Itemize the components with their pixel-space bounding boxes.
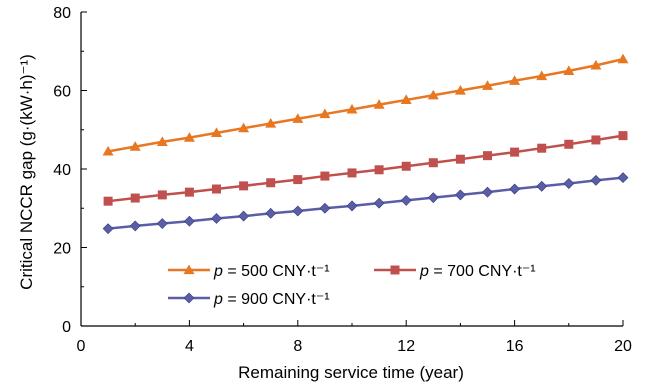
legend-label: p = 700 CNY·t⁻¹ (419, 263, 536, 280)
data-point (102, 223, 114, 235)
data-point (157, 190, 167, 200)
legend-label: p = 500 CNY·t⁻¹ (213, 263, 330, 280)
data-point (401, 161, 411, 171)
data-point (454, 189, 466, 201)
series-2 (103, 131, 628, 206)
data-point (427, 192, 439, 204)
data-point (428, 158, 438, 168)
data-point (455, 154, 465, 164)
data-point (129, 141, 141, 151)
y-tick-label: 80 (53, 5, 71, 22)
data-point (292, 113, 304, 123)
legend-swatch-marker (390, 265, 400, 275)
x-tick-label: 8 (293, 338, 302, 355)
y-axis-title: Critical NCCR gap (g·(kW·h)⁻¹) (17, 54, 36, 290)
data-point (483, 151, 492, 161)
legend-item-1: p = 500 CNY·t⁻¹ (168, 263, 330, 280)
data-point (265, 207, 277, 219)
data-point (427, 89, 439, 100)
y-tick-label: 20 (53, 241, 71, 258)
data-point (537, 143, 547, 153)
data-point (292, 205, 304, 217)
series-line (107, 57, 624, 153)
data-point (183, 132, 195, 142)
data-point (482, 80, 493, 90)
data-point (212, 184, 221, 194)
data-point (454, 85, 466, 95)
data-point (536, 180, 548, 192)
x-tick-label: 4 (185, 338, 194, 355)
legend: p = 500 CNY·t⁻¹ p = 700 CNY·t⁻¹ p = 900 CN… (168, 263, 536, 308)
y-tick-label: 40 (53, 162, 71, 179)
data-point (130, 193, 140, 203)
tick-labels: 0 4 8 12 16 20 0 20 40 60 80 (53, 5, 632, 355)
axes (80, 11, 624, 327)
data-point (156, 136, 168, 147)
data-point (238, 122, 250, 133)
data-point (156, 218, 168, 229)
data-point (400, 194, 412, 206)
data-point (347, 168, 357, 178)
legend-item-2: p = 700 CNY·t⁻¹ (374, 263, 536, 280)
data-point (373, 197, 385, 209)
series-group (102, 53, 629, 235)
data-point (590, 59, 602, 70)
data-point (373, 99, 385, 109)
x-tick-label: 12 (397, 338, 415, 355)
legend-label: p = 900 CNY·t⁻¹ (213, 291, 330, 308)
x-tick-label: 20 (614, 338, 632, 355)
y-tick-label: 0 (62, 319, 71, 336)
data-point (536, 70, 548, 81)
data-point (617, 172, 629, 184)
data-point (482, 186, 493, 198)
data-point (103, 196, 113, 206)
data-point (265, 117, 277, 128)
data-point (374, 165, 384, 175)
data-point (319, 108, 331, 119)
data-point (563, 65, 575, 75)
series-1 (102, 53, 629, 156)
x-tick-label: 0 (77, 338, 86, 355)
data-point (184, 187, 194, 197)
data-point (590, 174, 602, 186)
data-point (293, 175, 303, 185)
data-point (211, 127, 222, 138)
data-point (320, 171, 330, 181)
data-point (346, 103, 358, 114)
data-point (617, 53, 629, 64)
data-point (211, 213, 222, 224)
data-point (563, 178, 575, 189)
x-axis-title: Remaining service time (year) (238, 363, 464, 382)
data-point (129, 220, 141, 232)
data-point (239, 181, 249, 191)
data-point (346, 200, 358, 212)
data-point (266, 178, 276, 188)
data-point (510, 147, 520, 157)
data-point (591, 135, 601, 145)
y-tick-label: 60 (53, 84, 71, 101)
data-point (238, 210, 250, 222)
data-point (564, 139, 574, 149)
series-line (107, 134, 624, 203)
series-3 (102, 172, 629, 235)
x-tick-label: 16 (506, 338, 524, 355)
data-point (509, 75, 521, 85)
legend-swatch-marker (183, 292, 195, 304)
data-point (102, 145, 114, 156)
legend-swatch-marker (183, 264, 195, 275)
data-point (618, 131, 628, 141)
data-point (319, 202, 331, 214)
data-point (509, 183, 521, 195)
data-point (400, 94, 412, 105)
legend-item-3: p = 900 CNY·t⁻¹ (168, 291, 330, 308)
data-point (183, 215, 195, 227)
